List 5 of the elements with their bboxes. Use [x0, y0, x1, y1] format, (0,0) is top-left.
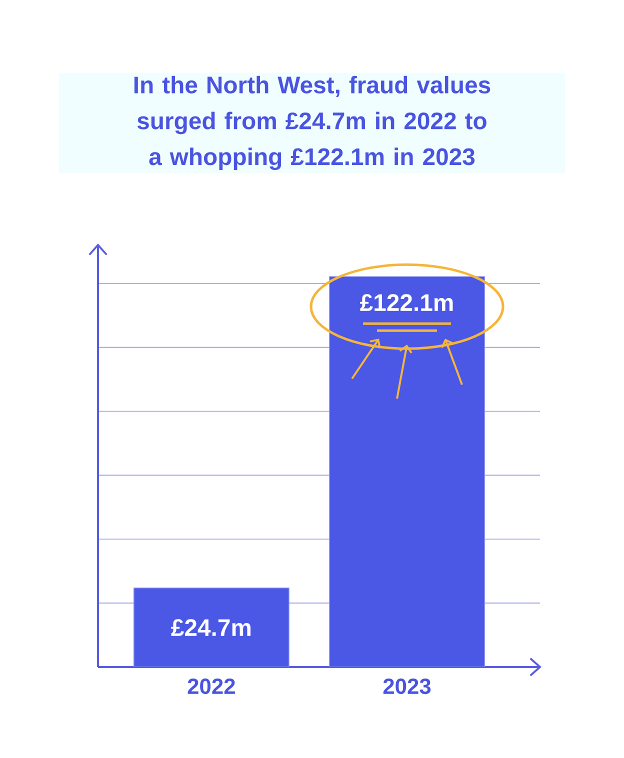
chart-title: In the North West, fraud values surged from £24.7m in 2022 to a whopping £122.1m in 2023 [134, 76, 490, 170]
x-tick-label: 2023 [383, 678, 431, 694]
data-label: £24.7m [171, 619, 250, 636]
data-label: £122.1m [360, 294, 453, 311]
x-tick-label: 2022 [188, 678, 235, 694]
